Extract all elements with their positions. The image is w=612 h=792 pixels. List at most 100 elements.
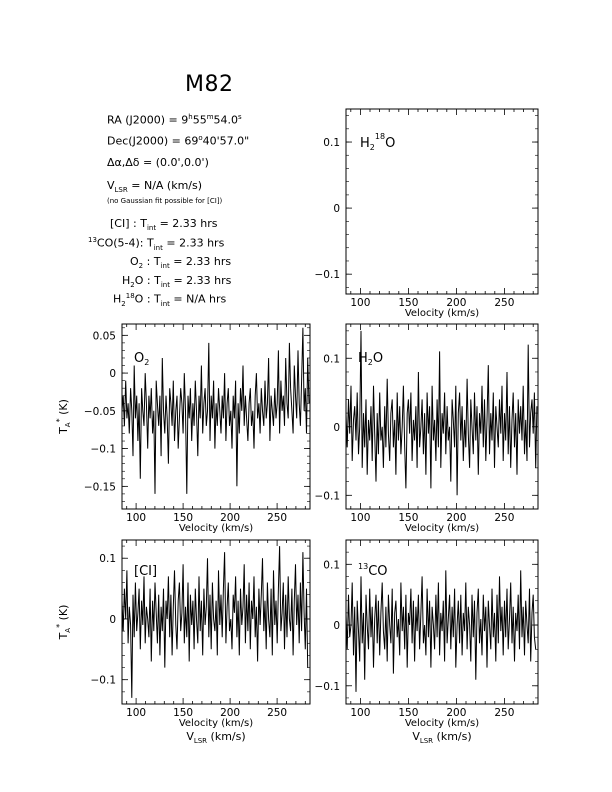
y-tick-label: −0.1 bbox=[315, 490, 341, 502]
chart-h218o: 100 150 200 250 −0.1 0 0.1 Velocity (km/s) H218O bbox=[315, 108, 539, 319]
ra-minutes: 55 bbox=[192, 113, 207, 127]
spectrum-line-13co bbox=[345, 570, 537, 692]
tint-h2o-label2: O : T bbox=[134, 274, 161, 287]
tint-row-13co: 13CO(5-4): Tint = 2.33 hrs bbox=[88, 236, 224, 252]
x-axis-label: Velocity (km/s) bbox=[405, 308, 479, 319]
x-tick-label: 200 bbox=[220, 512, 240, 524]
x-tick-label: 100 bbox=[350, 512, 370, 524]
x-axis-label: Velocity (km/s) bbox=[405, 523, 479, 534]
tint-row-o2: O2 : Tint = 2.33 hrs bbox=[130, 255, 231, 270]
molecule-label: 13CO bbox=[358, 562, 388, 579]
dec-rest: 40'57.0" bbox=[202, 134, 250, 148]
tint-o2-label2: : T bbox=[143, 255, 161, 268]
y-tick-label: 0.1 bbox=[323, 559, 340, 571]
ra-seconds-unit: s bbox=[238, 113, 242, 121]
x-tick-label: 200 bbox=[446, 512, 466, 524]
x-tick-label: 200 bbox=[446, 707, 466, 719]
offset-value: (0.0',0.0') bbox=[155, 156, 209, 169]
spectrum-line-ci bbox=[121, 546, 309, 698]
molecule-label: H2O bbox=[358, 351, 383, 367]
offset-eq: = bbox=[143, 156, 153, 169]
x-axis-label: Velocity (km/s) bbox=[179, 523, 253, 534]
x-tick-label: 100 bbox=[350, 297, 370, 309]
x-tick-label: 250 bbox=[267, 512, 287, 524]
tint-h218o-subscript: 2 bbox=[121, 299, 126, 308]
tint-row-h218o: H218O : Tint = N/A hrs bbox=[113, 292, 226, 308]
y-tick-label: 0.1 bbox=[99, 553, 116, 565]
y-tick-label: −0.1 bbox=[315, 269, 341, 281]
x-tick-label: 100 bbox=[126, 512, 146, 524]
y-tick-label: 0 bbox=[109, 614, 116, 626]
tint-h218o-isotope: 18 bbox=[125, 292, 135, 300]
spectrum-line-h2o bbox=[345, 330, 538, 496]
y-tick-label: 0 bbox=[109, 368, 116, 380]
molecule-label: O2 bbox=[134, 351, 149, 367]
x-tick-label: 250 bbox=[267, 707, 287, 719]
offset-line: Δα,Δδ = (0.0',0.0') bbox=[107, 156, 209, 169]
x-tick-label: 150 bbox=[173, 512, 193, 524]
ra-seconds: 54.0 bbox=[213, 113, 239, 127]
tint-row-ci: [CI] : Tint = 2.33 hrs bbox=[110, 217, 218, 232]
plot-frame bbox=[121, 539, 311, 705]
y-tick-label: 0 bbox=[333, 422, 340, 434]
offset-label: Δα,Δδ bbox=[107, 156, 140, 169]
vlsr-axis-label: VLSR (km/s) bbox=[186, 730, 245, 745]
y-axis-label: TA* (K) bbox=[55, 605, 72, 641]
y-tick-label: −0.1 bbox=[91, 675, 117, 687]
ra-eq: = bbox=[168, 113, 178, 127]
tint-ci-label: [CI] : T bbox=[110, 217, 147, 230]
tint-h218o-value: = N/A hrs bbox=[173, 292, 227, 306]
x-tick-label: 100 bbox=[350, 707, 370, 719]
plot-frame bbox=[121, 323, 311, 510]
y-tick-label: −0.1 bbox=[91, 444, 117, 456]
tint-h2o-value: = 2.33 hrs bbox=[173, 274, 232, 287]
y-tick-label: 0.1 bbox=[323, 353, 340, 365]
tint-o2-value: = 2.33 hrs bbox=[173, 255, 232, 268]
chart-ci: 100 150 200 250 −0.1 0 0.1 Velocity (km/s)VLSR … bbox=[55, 539, 311, 745]
tint-h2o-label: H bbox=[122, 274, 131, 287]
x-tick-label: 250 bbox=[494, 707, 514, 719]
y-axis-label: TA* (K) bbox=[55, 399, 72, 435]
dec-eq: = bbox=[171, 134, 181, 148]
ra-hours: 9 bbox=[181, 113, 189, 127]
tint-o2-sub: int bbox=[160, 262, 170, 271]
molecule-label: [CI] bbox=[134, 564, 157, 579]
tint-13co-value: = 2.33 hrs bbox=[166, 236, 225, 250]
vlsr-sub: LSR bbox=[114, 186, 128, 195]
gaussian-note: (no Gaussian fit possible for [CI]) bbox=[107, 197, 223, 205]
chart-o2: 100 150 200 250 −0.15 −0.1 −0.05 0 0.05 Velocity … bbox=[55, 323, 311, 534]
ra-label: RA (J2000) bbox=[107, 113, 166, 127]
ra-minutes-unit: m bbox=[206, 113, 214, 121]
x-axis-label: Velocity (km/s) bbox=[179, 718, 253, 729]
chart-13co: 100 150 200 250 −0.1 0 0.1 Velocity (km/s)VLSR … bbox=[315, 539, 539, 745]
tint-13co-label: CO(5-4): T bbox=[96, 236, 154, 250]
x-tick-label: 150 bbox=[173, 707, 193, 719]
vlsr-value: = N/A (km/s) bbox=[131, 179, 203, 192]
x-tick-label: 200 bbox=[220, 707, 240, 719]
tint-h218o-label2: O : T bbox=[134, 292, 161, 306]
molecule-label: H218O bbox=[360, 132, 395, 152]
ra-line: RA (J2000) = 9h55m54.0s bbox=[107, 113, 242, 127]
x-tick-label: 150 bbox=[398, 512, 418, 524]
tint-ci-sub: int bbox=[146, 224, 157, 233]
tint-o2-subscript: 2 bbox=[138, 262, 144, 271]
dec-degrees-unit: o bbox=[198, 134, 203, 142]
tint-row-h2o: H2O : Tint = 2.33 hrs bbox=[122, 274, 231, 289]
x-tick-label: 250 bbox=[494, 297, 514, 309]
x-tick-label: 200 bbox=[446, 297, 466, 309]
tint-h2o-sub: int bbox=[160, 281, 170, 290]
y-tick-label: 0.1 bbox=[323, 137, 340, 149]
x-tick-label: 250 bbox=[494, 512, 514, 524]
x-tick-label: 100 bbox=[126, 707, 146, 719]
vlsr-label: V bbox=[107, 179, 115, 192]
tint-13co-isotope: 13 bbox=[88, 236, 97, 244]
observation-info: RA (J2000) = 9h55m54.0s Dec(J2000) = 69o… bbox=[0, 0, 612, 320]
y-tick-label: 0 bbox=[333, 203, 340, 215]
y-tick-label: 0 bbox=[333, 620, 340, 632]
dec-label: Dec(J2000) bbox=[107, 134, 169, 148]
tint-h2o-subscript: 2 bbox=[130, 281, 135, 290]
page-title: M82 bbox=[185, 72, 234, 97]
ra-hours-unit: h bbox=[188, 113, 193, 121]
tint-ci-value: = 2.33 hrs bbox=[159, 217, 218, 230]
